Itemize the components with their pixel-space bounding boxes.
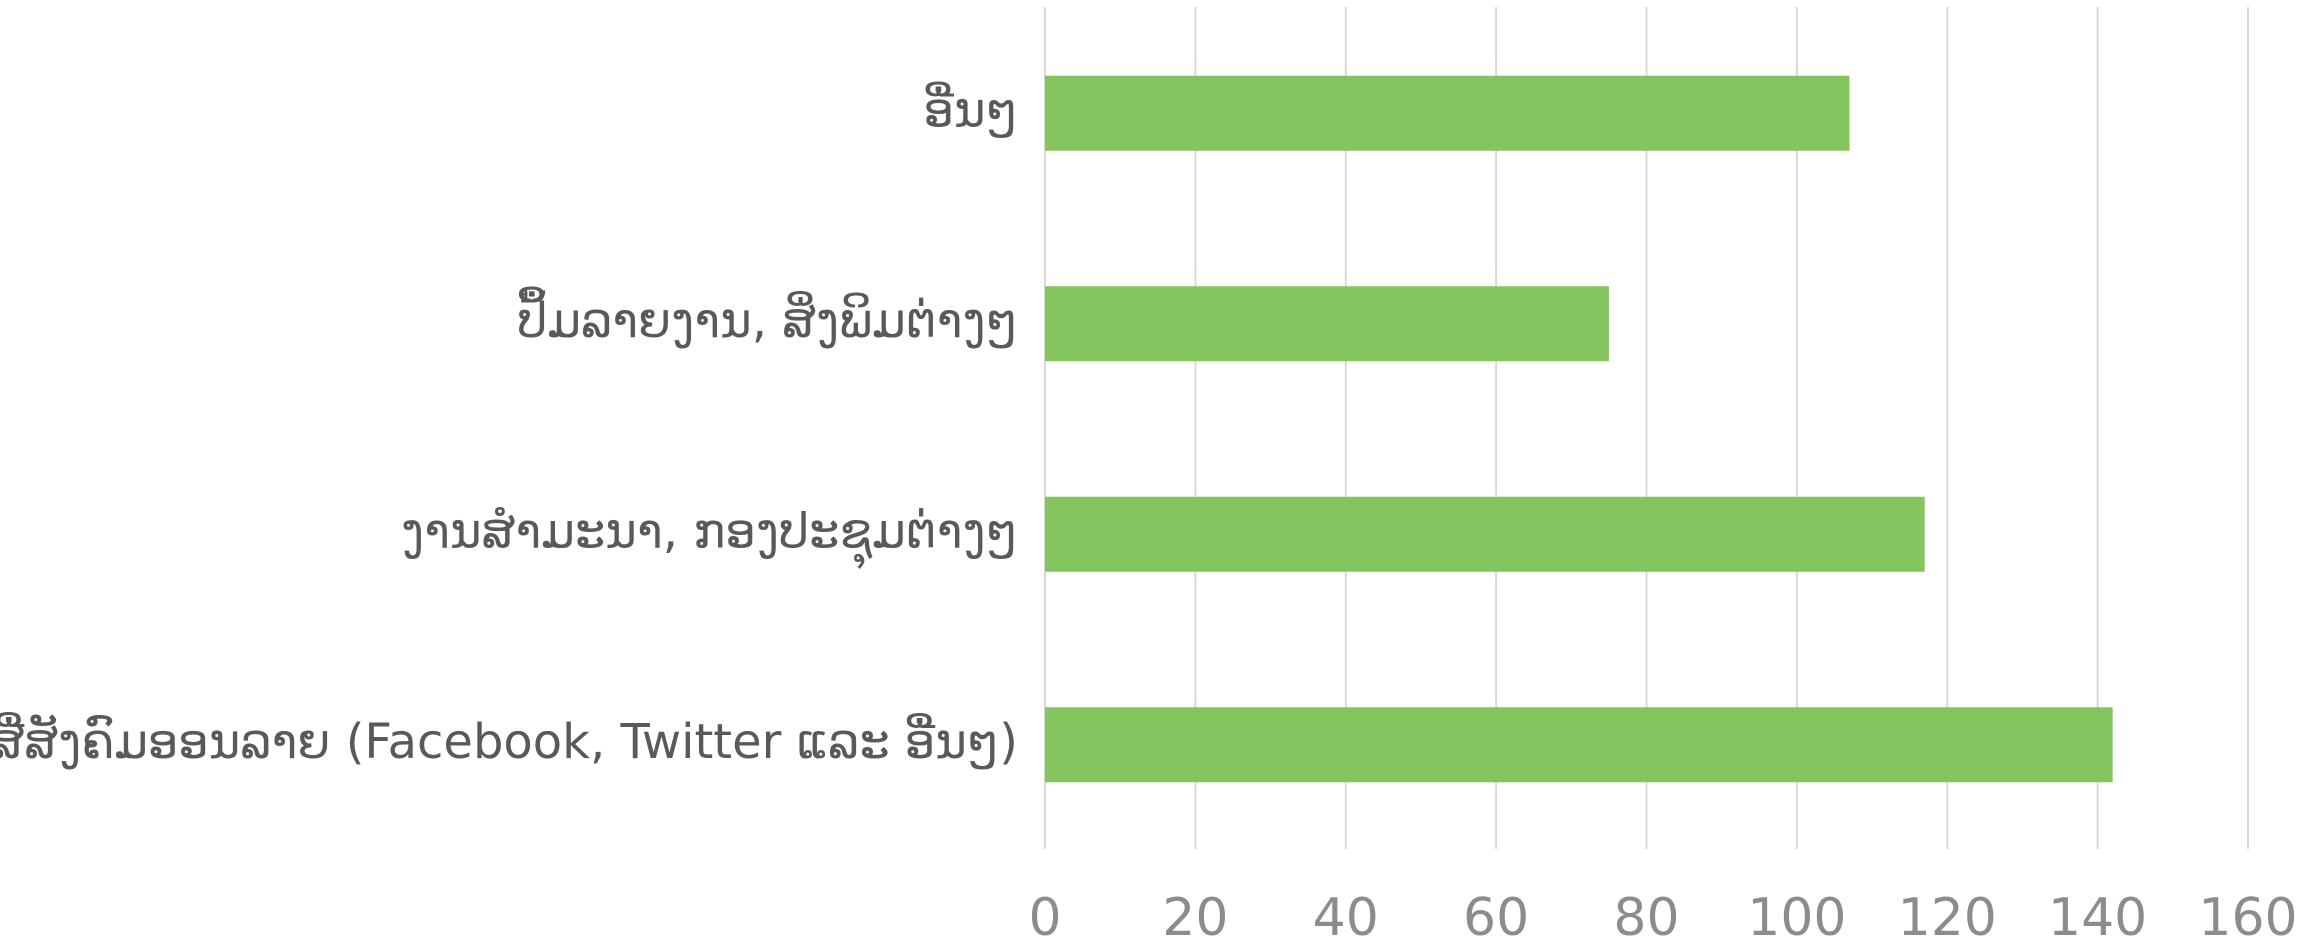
y-tick-label: ປຶ້ມລາຍງານ, ສິ່ງພິມຕ່າງໆ — [517, 286, 1018, 349]
x-tick-label: 20 — [1162, 888, 1228, 948]
y-tick-label: ງານສໍາມະນາ, ກອງປະຊຸມຕ່າງໆ — [401, 503, 1018, 569]
bar — [1045, 75, 1850, 151]
x-tick-label: 0 — [1028, 888, 1061, 948]
x-tick-label: 140 — [2048, 888, 2147, 948]
bar — [1045, 496, 1925, 572]
x-tick-label: 40 — [1313, 888, 1379, 948]
x-tick-label: 60 — [1463, 888, 1529, 948]
bar — [1045, 286, 1609, 362]
x-tick-label: 100 — [1747, 888, 1846, 948]
bar — [1045, 707, 2113, 783]
y-tick-label: ອື່ນໆ — [924, 81, 1018, 138]
x-tick-label: 160 — [2198, 888, 2297, 948]
x-tick-label: 120 — [1898, 888, 1997, 948]
x-tick-label: 80 — [1613, 888, 1679, 948]
y-tick-label: ສື່ສັງຄົມອອນລາຍ (Facebook, Twitter ແລະ ອ… — [0, 712, 1018, 770]
